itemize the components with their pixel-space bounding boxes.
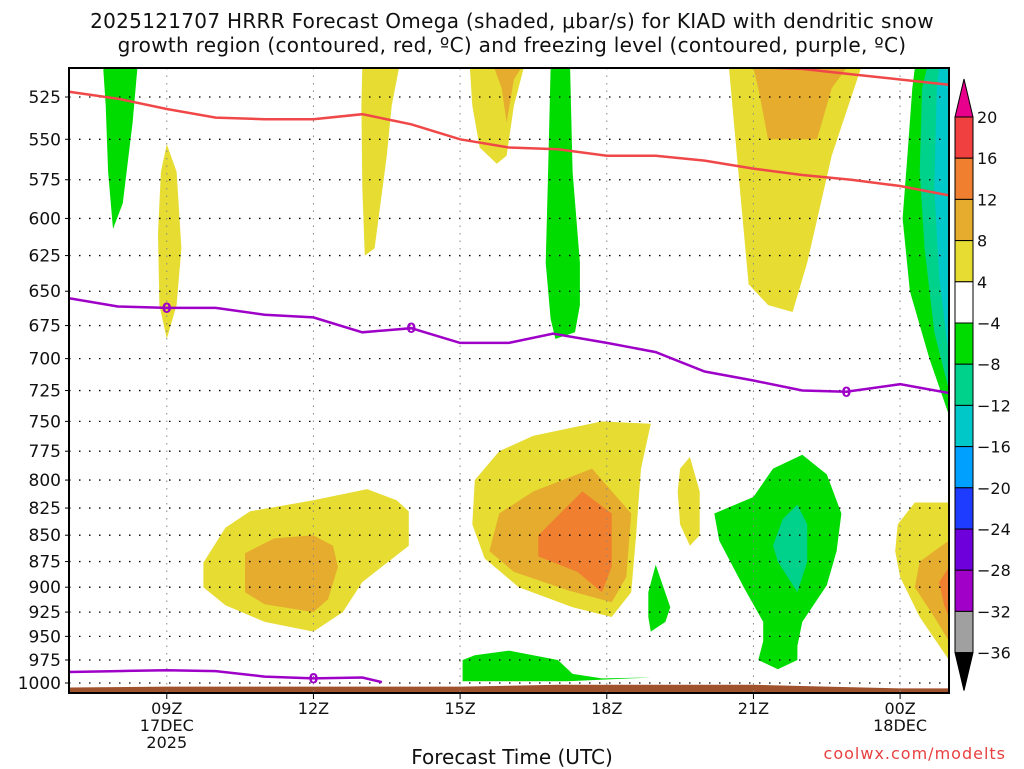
- omega-region: [158, 144, 182, 339]
- freezing-level-upper-contour: [69, 296, 949, 395]
- omega-region: [648, 564, 671, 632]
- colorbar: 20 16 12 8 4 −4 −8 −12 −16 −20 −24 −28 −32 −36: [954, 78, 1011, 691]
- omega-region: [494, 68, 522, 123]
- omega-region: [538, 491, 612, 593]
- omega-region: [462, 650, 651, 682]
- colorbar-bin: [954, 446, 974, 489]
- y-tick-label: 875: [29, 553, 61, 573]
- y-tick-label: 950: [29, 627, 61, 647]
- colorbar-label: −28: [977, 561, 1011, 580]
- colorbar-label: −24: [977, 520, 1011, 539]
- omega-region: [714, 454, 842, 670]
- colorbar-label: −16: [977, 438, 1011, 457]
- omega-region: [361, 68, 399, 256]
- colorbar-label: −20: [977, 479, 1011, 498]
- y-tick-label: 800: [29, 471, 61, 491]
- y-tick-label: 725: [29, 382, 61, 402]
- chart-title-line-1: 2025121707 HRRR Forecast Omega (shaded, …: [90, 9, 934, 33]
- colorbar-label: 12: [977, 190, 997, 209]
- y-tick-label: 600: [29, 209, 61, 229]
- colorbar-bin: [954, 610, 974, 654]
- colorbar-bin: [954, 363, 974, 406]
- colorbar-bin: [954, 487, 974, 530]
- colorbar-bin: [954, 569, 974, 612]
- omega-region: [677, 457, 700, 546]
- colorbar-label: −32: [977, 602, 1011, 621]
- colorbar-arrow-bottom: [954, 652, 974, 691]
- y-tick-label: 850: [29, 526, 61, 546]
- dgz-top-contour: [69, 90, 949, 197]
- grid-lines: [69, 68, 949, 693]
- y-tick-label: 925: [29, 603, 61, 623]
- colorbar-label: 20: [977, 108, 997, 127]
- contour-label: 0: [309, 671, 319, 687]
- x-tick-label: 12Z: [298, 699, 329, 718]
- y-tick-label: 750: [29, 412, 61, 432]
- omega-region: [914, 540, 949, 642]
- y-tick-label: 675: [29, 317, 61, 337]
- plot-frame: [68, 67, 950, 694]
- y-tick-label: 625: [29, 247, 61, 267]
- colorbar-bin: [954, 322, 974, 365]
- colorbar-label: 16: [977, 149, 997, 168]
- contour-label: 0: [162, 301, 172, 317]
- omega-region: [729, 68, 861, 312]
- colorbar-bin: [954, 404, 974, 448]
- colorbar-label: −4: [977, 314, 1001, 333]
- contour-lines: 0 0 0 0: [69, 68, 949, 687]
- y-tick-label: 650: [29, 282, 61, 302]
- omega-region: [103, 68, 138, 229]
- colorbar-bin: [954, 198, 974, 242]
- x-tick-label: 18Z: [591, 699, 622, 718]
- x-tick-label: 21Z: [738, 699, 769, 718]
- colorbar-bin: [954, 157, 974, 200]
- x-tick-label: 15Z: [444, 699, 475, 718]
- terrain-fill: [69, 684, 949, 693]
- x-tick-label: 2025: [146, 733, 187, 752]
- x-tick-label: 17DEC: [140, 716, 194, 735]
- terrain-layer: [69, 684, 949, 693]
- y-tick-label: 525: [29, 88, 61, 108]
- colorbar-label: −36: [977, 644, 1011, 663]
- colorbar-arrow-top: [954, 78, 974, 118]
- y-tick-label: 825: [29, 499, 61, 519]
- axes: 525 550 575 600 625 650 675 700 725 750 775 800 825 8…: [18, 67, 950, 752]
- colorbar-bin: [954, 281, 974, 324]
- colorbar-bin: [954, 116, 974, 159]
- x-tick-label: 09Z: [151, 699, 182, 718]
- freezing-level-lower-contour: [69, 668, 383, 684]
- omega-region: [939, 566, 949, 617]
- x-axis-label: Forecast Time (UTC): [411, 745, 613, 769]
- y-tick-label: 975: [29, 651, 61, 671]
- contour-label: 0: [841, 385, 851, 401]
- y-tick-label: 700: [29, 350, 61, 370]
- y-tick-label: 900: [29, 578, 61, 598]
- colorbar-bin: [954, 528, 974, 571]
- chart-title-line-2: growth region (contoured, red, ºC) and f…: [117, 33, 907, 57]
- omega-region: [773, 504, 808, 593]
- colorbar-bin: [954, 240, 974, 283]
- omega-region: [245, 535, 338, 613]
- credit-link[interactable]: coolwx.com/modelts: [823, 744, 1006, 763]
- omega-region: [934, 68, 949, 359]
- omega-region: [545, 68, 580, 339]
- colorbar-label: −8: [977, 355, 1001, 374]
- colorbar-label: 4: [977, 273, 987, 292]
- omega-shading: [103, 68, 949, 682]
- omega-region: [753, 68, 847, 140]
- y-tick-label: 575: [29, 171, 61, 191]
- y-tick-label: 550: [29, 130, 61, 150]
- x-tick-label: 00Z: [884, 699, 915, 718]
- colorbar-label: 8: [977, 232, 987, 251]
- dgz-upper-contour: [748, 68, 949, 87]
- y-tick-label: 1000: [18, 674, 61, 694]
- omega-region: [469, 68, 524, 164]
- contour-label: 0: [406, 321, 416, 337]
- x-tick-label: 18DEC: [873, 716, 927, 735]
- colorbar-label: −12: [977, 396, 1011, 415]
- y-tick-label: 775: [29, 442, 61, 462]
